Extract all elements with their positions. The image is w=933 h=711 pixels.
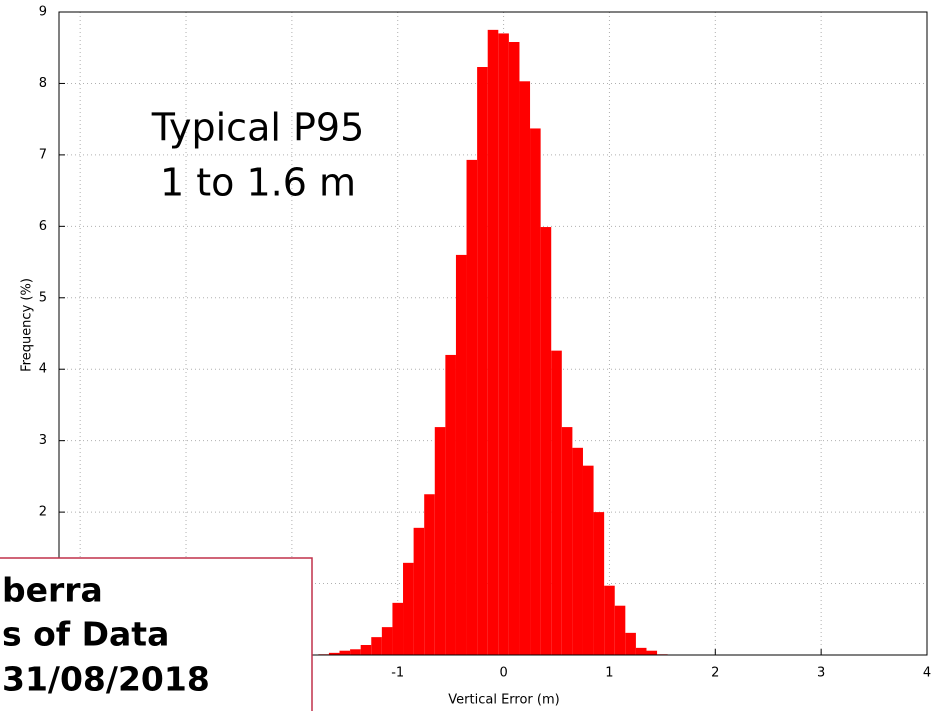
bar: [371, 637, 382, 655]
info-box-text: 31/08/2018: [2, 660, 210, 699]
y-tick-label: 6: [39, 219, 47, 234]
bar: [508, 42, 520, 656]
bar: [604, 585, 615, 655]
bar: [625, 632, 636, 655]
bar: [519, 81, 531, 656]
bar: [582, 465, 594, 655]
bar: [635, 647, 647, 655]
bar: [466, 159, 478, 655]
x-tick-label: -1: [391, 666, 404, 681]
info-box-text: s of Data: [2, 615, 169, 654]
x-axis-label: Vertical Error (m): [448, 693, 559, 708]
bar: [328, 652, 340, 655]
bar: [551, 350, 562, 655]
bar: [498, 33, 509, 655]
y-axis-label: Frequency (%): [20, 278, 35, 372]
x-tick-label: 4: [923, 666, 931, 681]
bar: [455, 254, 467, 655]
y-tick-label: 2: [39, 505, 47, 520]
bar: [392, 602, 404, 655]
bar: [350, 649, 361, 655]
bar: [530, 128, 541, 655]
info-box: [0, 557, 313, 711]
annotation: Typical P95: [151, 106, 365, 150]
bar: [593, 512, 605, 655]
y-tick-label: 5: [39, 290, 47, 305]
bar: [339, 650, 351, 655]
plot-border: [58, 11, 928, 656]
bar: [614, 605, 626, 655]
y-tick-label: 4: [39, 362, 47, 377]
bar: [434, 427, 446, 655]
bar: [487, 29, 499, 656]
bar: [360, 644, 372, 655]
bar: [424, 494, 435, 655]
x-tick-label: 2: [711, 666, 719, 681]
x-tick-label: 1: [605, 666, 613, 681]
y-tick-label: 8: [39, 76, 47, 91]
y-tick-label: 7: [39, 147, 47, 162]
bar: [561, 427, 573, 655]
bar: [445, 354, 456, 655]
bar: [540, 227, 552, 655]
x-tick-label: 0: [499, 666, 507, 681]
x-tick-label: 3: [817, 666, 825, 681]
bar: [477, 67, 488, 656]
info-box-text: berra: [2, 571, 103, 610]
bar: [381, 627, 393, 655]
y-tick-label: 3: [39, 433, 47, 448]
bar: [413, 527, 425, 655]
bar: [403, 562, 414, 655]
bar: [572, 447, 583, 655]
y-tick-label: 9: [39, 5, 47, 20]
bar: [646, 650, 658, 655]
annotation: 1 to 1.6 m: [160, 161, 356, 205]
